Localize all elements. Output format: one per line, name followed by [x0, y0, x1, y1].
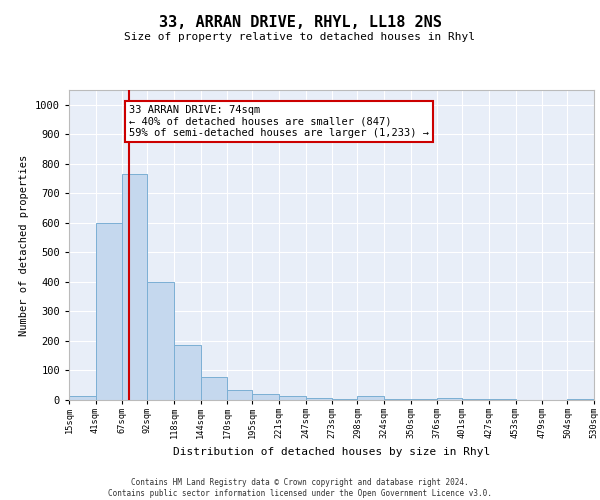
Bar	[253, 394, 279, 400]
Bar	[95, 223, 122, 400]
Bar	[200, 377, 227, 400]
Bar	[227, 390, 253, 400]
Text: Size of property relative to detached houses in Rhyl: Size of property relative to detached ho…	[125, 32, 476, 42]
Bar	[384, 398, 410, 400]
Bar	[489, 399, 515, 400]
Text: 33 ARRAN DRIVE: 74sqm
← 40% of detached houses are smaller (847)
59% of semi-det: 33 ARRAN DRIVE: 74sqm ← 40% of detached …	[129, 105, 429, 138]
Text: Contains HM Land Registry data © Crown copyright and database right 2024.
Contai: Contains HM Land Registry data © Crown c…	[108, 478, 492, 498]
Bar	[305, 398, 332, 400]
Bar	[69, 396, 95, 400]
Text: 33, ARRAN DRIVE, RHYL, LL18 2NS: 33, ARRAN DRIVE, RHYL, LL18 2NS	[158, 15, 442, 30]
Bar	[174, 346, 200, 400]
Bar	[148, 282, 174, 400]
Bar	[437, 398, 463, 400]
Bar	[410, 399, 437, 400]
Y-axis label: Number of detached properties: Number of detached properties	[19, 154, 29, 336]
Bar	[358, 396, 384, 400]
Bar	[279, 396, 305, 400]
Bar	[463, 398, 489, 400]
Bar	[568, 399, 594, 400]
Bar	[122, 174, 148, 400]
Bar	[332, 398, 358, 400]
X-axis label: Distribution of detached houses by size in Rhyl: Distribution of detached houses by size …	[173, 447, 490, 457]
